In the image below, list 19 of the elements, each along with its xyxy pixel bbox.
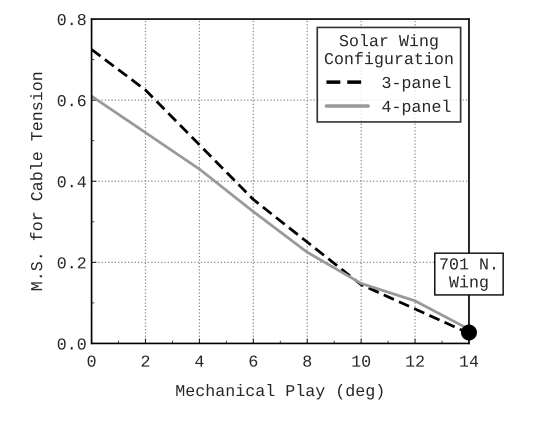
y-tick-label: 0.2	[58, 257, 86, 269]
y-tick-label: 0.4	[58, 176, 86, 188]
x-tick-label: 6	[250, 355, 258, 367]
y-tick-label: 0.6	[58, 95, 86, 106]
x-tick-label: 0	[88, 355, 96, 367]
x-tick-label: 8	[303, 355, 312, 367]
legend-label: 4-panel	[382, 100, 451, 116]
legend-label: 3-panel	[382, 76, 451, 92]
x-tick-label: 2	[142, 355, 150, 367]
x-tick-label: 4	[195, 356, 204, 367]
y-tick-label: 0.8	[58, 14, 86, 26]
x-tick-label: 12	[406, 355, 424, 367]
annotation: 701 N. Wing	[440, 258, 495, 291]
y-axis-title: M.S. for Cable Tension	[30, 72, 42, 290]
x-tick-label: 10	[352, 355, 370, 367]
y-tick-label: 0.0	[58, 338, 86, 350]
x-axis-title: Mechanical Play (deg)	[176, 384, 382, 400]
legend-title: Solar Wing Configuration	[324, 34, 452, 68]
x-tick-label: 14	[460, 356, 478, 367]
